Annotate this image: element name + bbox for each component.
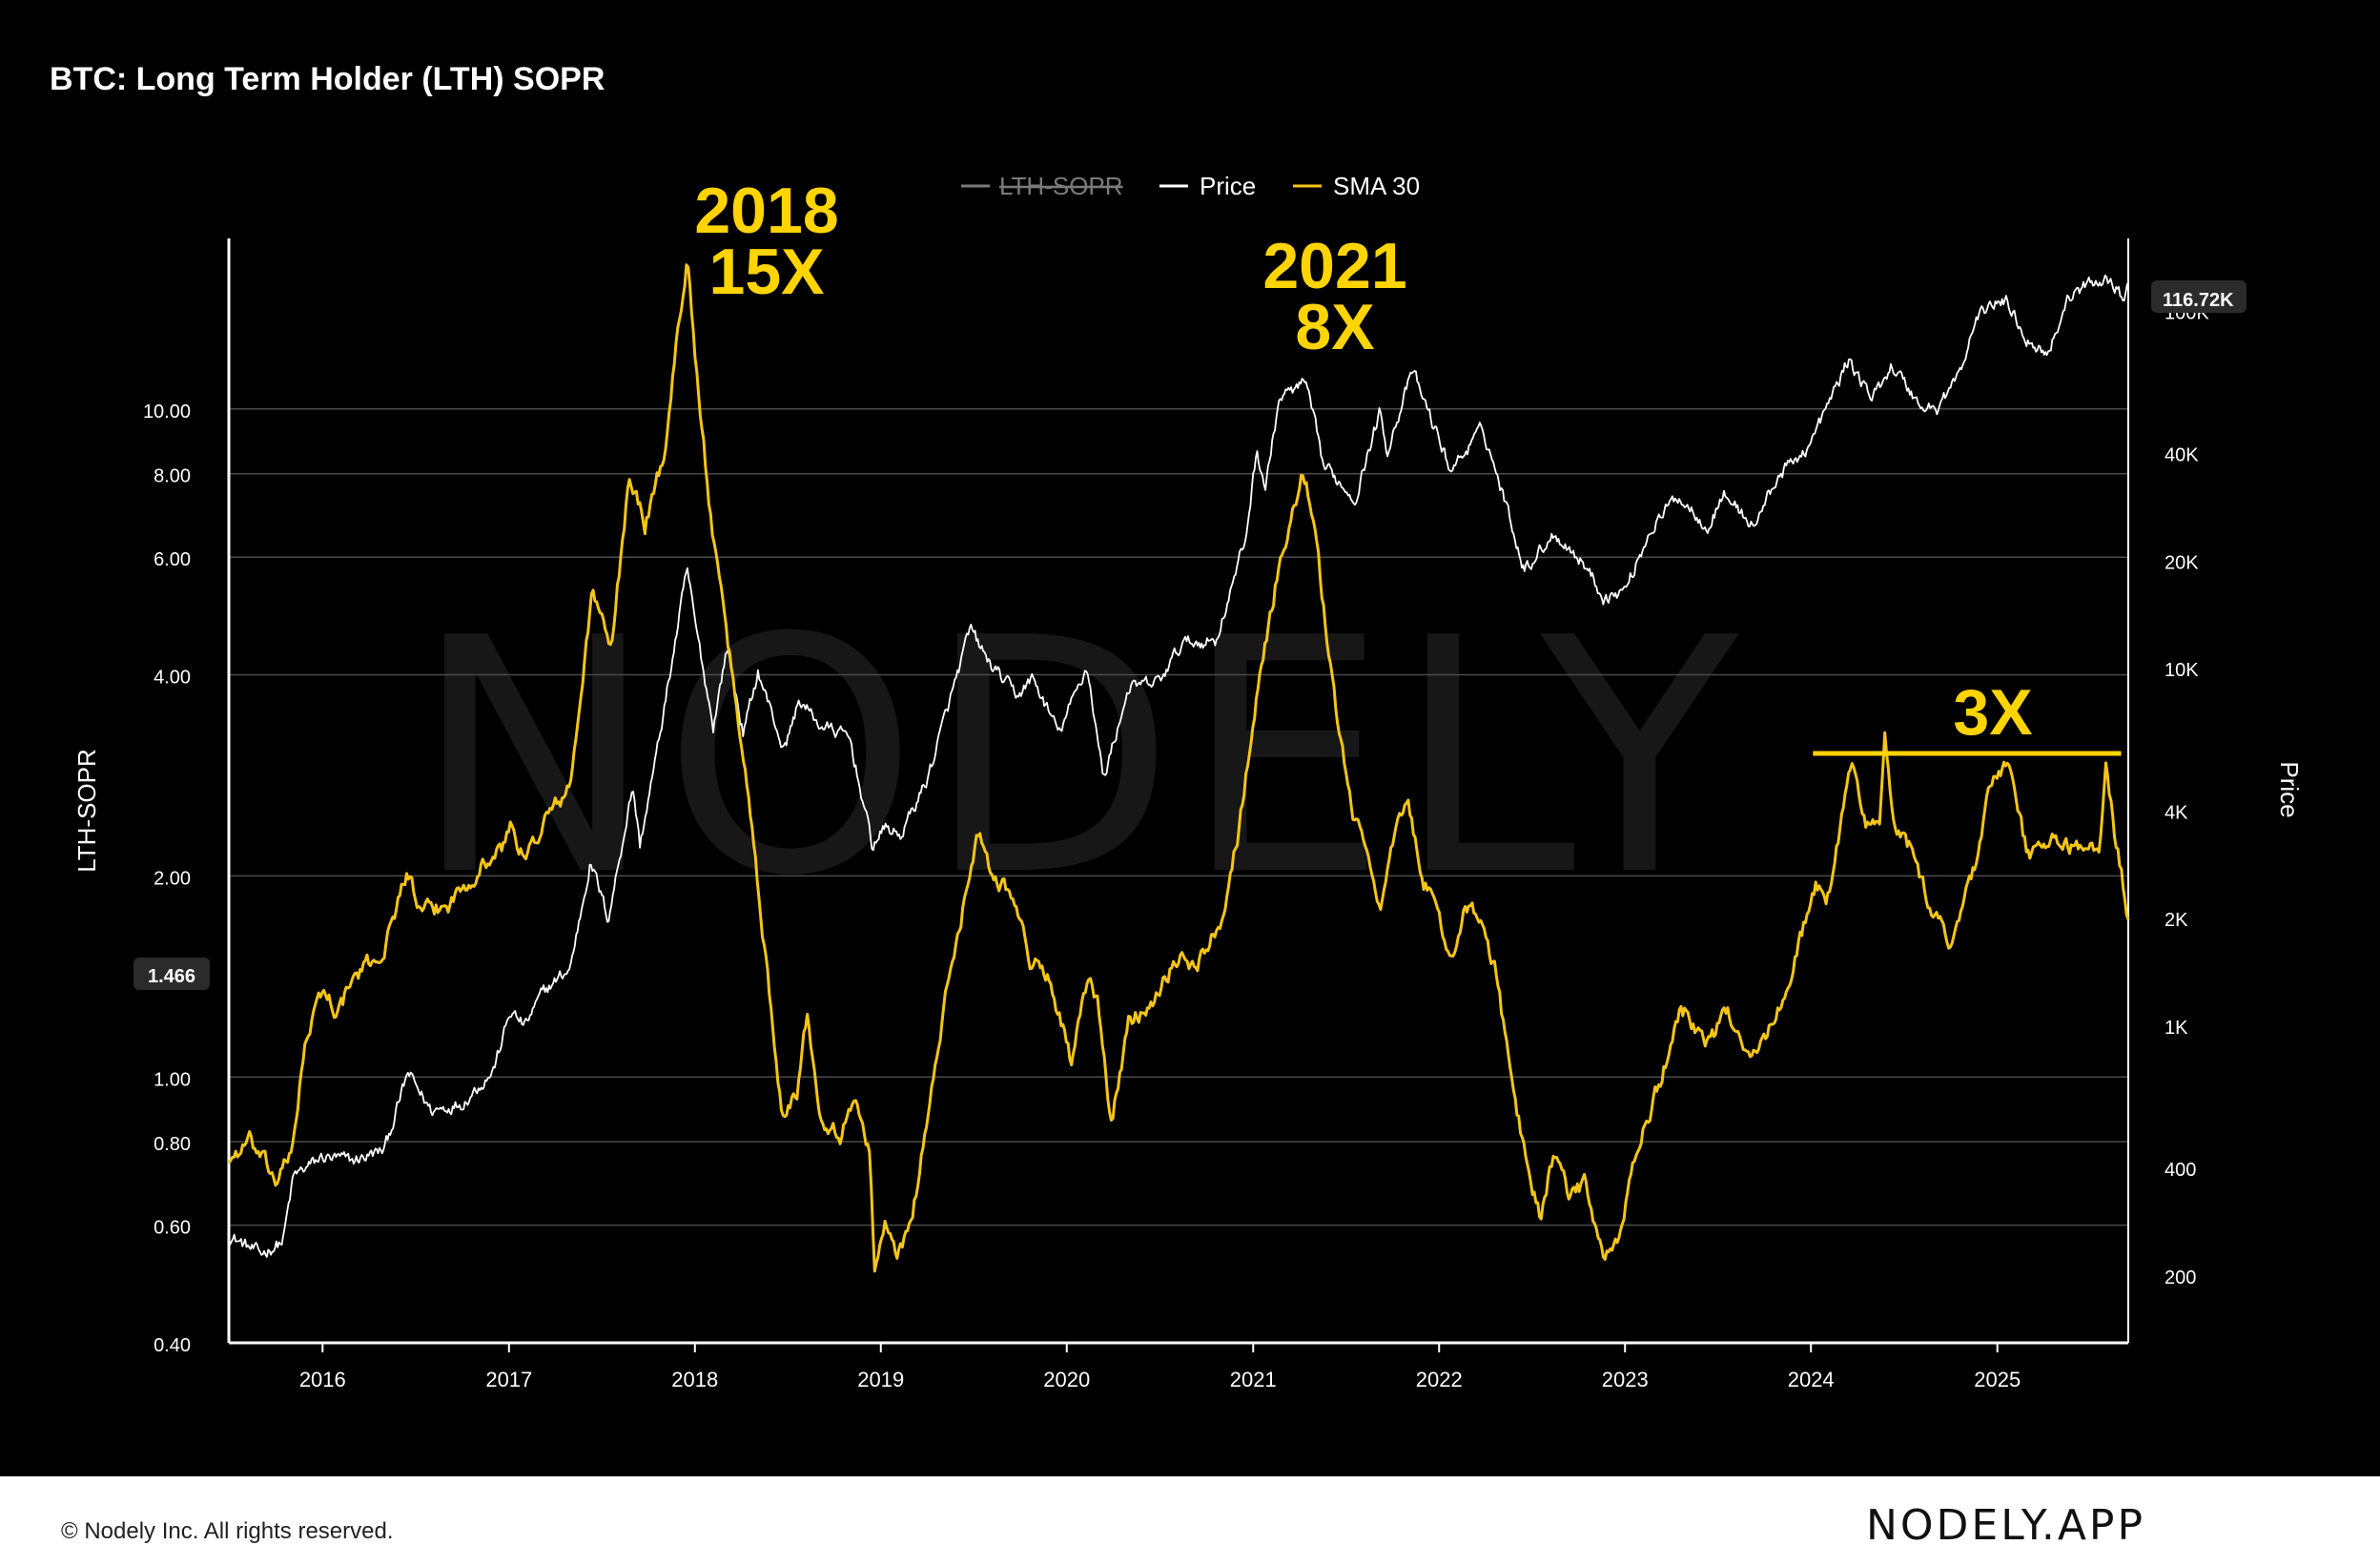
y-axis-left-label: LTH-SOPR [72,749,101,873]
x-tick-label: 2018 [671,1368,718,1391]
series-layer [227,263,2130,1273]
x-tick-label: 2021 [1230,1368,1277,1391]
current-price-badge: 116.72K [2151,280,2247,313]
x-tick-label: 2024 [1788,1368,1835,1391]
annotation-2: 3X [1953,676,2032,749]
current-price-label: 116.72K [2163,290,2234,311]
annotation-text: 15X [709,236,825,308]
y-left-tick-label: 10.00 [143,402,191,422]
series-line-sma-30 [227,263,2130,1273]
legend-entry-sma-30[interactable]: SMA 30 [1333,172,1420,200]
y-right-tick-label: 200 [2165,1267,2196,1288]
y-axis-right-label: Price [2275,761,2304,817]
watermark: NODELY [413,569,1747,947]
x-tick-label: 2019 [857,1368,904,1391]
y-right-tick-label: 400 [2165,1160,2196,1181]
chart-title: BTC: Long Term Holder (LTH) SOPR [50,61,605,97]
series-line-price [228,274,2129,1258]
y-right-tick-label: 10K [2165,660,2199,681]
legend: LTH-SOPR Price SMA 30 [961,172,1420,200]
copyright-text: © Nodely Inc. All rights reserved. [61,1518,394,1544]
current-sopr-label: 1.466 [148,966,195,987]
y-right-tick-label: 4K [2165,802,2188,823]
x-tick-label: 2020 [1043,1368,1090,1391]
y-left-tick-label: 0.80 [154,1134,191,1155]
brand-logo[interactable]: NODELY.APP [1865,1501,2145,1550]
footer: © Nodely Inc. All rights reserved. NODEL… [0,1476,2380,1566]
y-right-tick-label: 1K [2165,1018,2188,1039]
x-tick-label: 2017 [485,1368,532,1391]
x-tick-label: 2025 [1974,1368,2021,1391]
y-right-tick-label: 2K [2165,910,2188,931]
y-left-tick-label: 1.00 [154,1069,191,1090]
grid-layer [229,408,2128,1344]
x-tick-label: 2023 [1602,1368,1649,1391]
annotation-text: 8X [1295,291,1374,363]
y-left-tick-label: 8.00 [154,466,191,487]
legend-entry-lth-sopr[interactable]: LTH-SOPR [999,172,1123,200]
y-left-tick-label: 6.00 [154,549,191,570]
y-left-tick-label: 0.40 [154,1335,191,1356]
annotation-text: 2021 [1262,230,1406,302]
y-right-tick-label: 40K [2165,445,2199,466]
x-tick-label: 2016 [299,1368,346,1391]
y-right-tick-label: 20K [2165,552,2199,573]
y-left-tick-label: 4.00 [154,668,191,689]
legend-entry-price[interactable]: Price [1200,172,1256,200]
current-sopr-badge: 1.466 [133,958,210,990]
y-left-tick-label: 0.60 [154,1218,191,1239]
x-tick-label: 2022 [1416,1368,1463,1391]
annotation-text: 2018 [694,175,838,247]
y-left-tick-label: 2.00 [154,868,191,889]
annotation-text: 3X [1953,676,2032,749]
chart-area: BTC: Long Term Holder (LTH) SOPR NODELY … [0,0,2380,1476]
chart-svg: BTC: Long Term Holder (LTH) SOPR NODELY … [50,61,2304,1391]
